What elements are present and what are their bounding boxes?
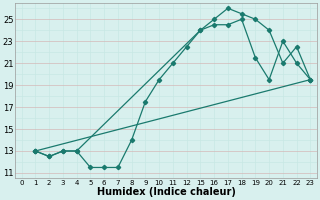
X-axis label: Humidex (Indice chaleur): Humidex (Indice chaleur) xyxy=(97,187,236,197)
